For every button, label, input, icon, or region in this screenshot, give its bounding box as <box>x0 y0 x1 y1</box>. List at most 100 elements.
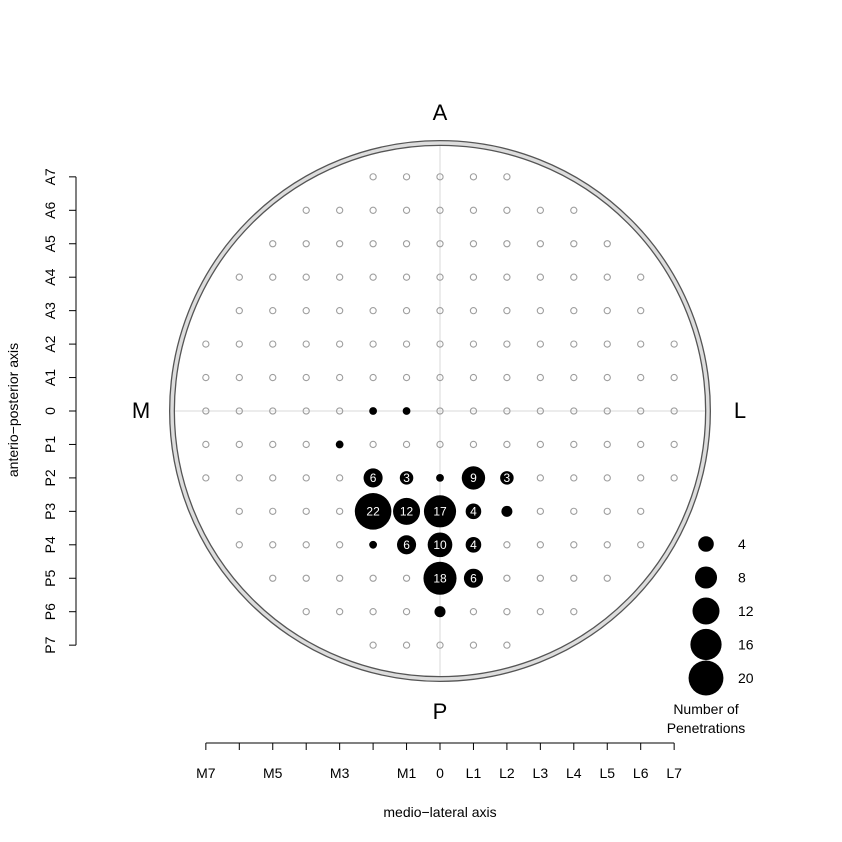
empty-site-marker <box>269 240 277 248</box>
penetration-marker <box>423 561 457 595</box>
empty-site-marker <box>302 373 310 382</box>
empty-site-marker <box>302 407 310 415</box>
empty-site-marker <box>335 206 344 214</box>
empty-site-marker <box>436 306 444 315</box>
empty-site-marker <box>335 240 344 248</box>
direction-label-right: L <box>734 398 746 423</box>
empty-site-marker <box>335 340 344 348</box>
empty-site-marker <box>235 373 243 382</box>
penetration-marker <box>500 471 514 485</box>
empty-site-marker <box>202 407 210 415</box>
penetration-marker <box>369 407 377 415</box>
empty-site-marker <box>603 541 611 549</box>
empty-site-marker <box>503 373 511 382</box>
x-axis-title: medio−lateral axis <box>383 804 496 820</box>
legend-entry-label: 12 <box>738 603 754 619</box>
empty-site-marker <box>670 474 678 482</box>
penetration-marker <box>335 440 344 449</box>
empty-site-marker <box>503 340 511 348</box>
empty-site-marker <box>536 206 544 214</box>
empty-site-marker <box>202 340 210 348</box>
empty-site-marker <box>536 541 544 549</box>
empty-site-marker <box>269 273 277 281</box>
empty-site-marker <box>603 340 611 348</box>
y-tick-label: P5 <box>42 569 58 586</box>
empty-site-marker <box>302 240 310 248</box>
empty-site-marker <box>469 641 478 649</box>
legend-entry-label: 16 <box>738 637 754 653</box>
x-tick-label: L6 <box>633 765 649 781</box>
legend-entries: 4 8 12 16 20 <box>688 536 754 696</box>
y-tick-label: P7 <box>42 636 58 653</box>
empty-site-marker <box>570 507 578 515</box>
empty-site-marker <box>402 440 411 449</box>
empty-site-marker <box>235 541 243 549</box>
empty-site-marker <box>436 641 444 649</box>
empty-site-marker <box>302 340 310 348</box>
empty-site-marker <box>302 507 310 515</box>
empty-site-marker <box>469 306 478 315</box>
empty-site-marker <box>670 407 678 415</box>
penetration-count-label: 9 <box>470 471 477 485</box>
empty-site-marker <box>570 240 578 248</box>
empty-site-marker <box>570 306 578 315</box>
empty-site-marker <box>536 608 544 616</box>
x-tick-label: M1 <box>397 765 417 781</box>
empty-site-marker <box>335 541 344 549</box>
empty-site-marker <box>335 574 344 582</box>
empty-site-marker <box>302 306 310 315</box>
empty-site-marker <box>503 240 511 248</box>
penetration-count-label: 6 <box>370 471 377 485</box>
recording-chamber-ring <box>169 140 711 682</box>
y-tick-label: A3 <box>42 302 58 319</box>
legend-marker <box>694 566 718 589</box>
penetration-marker <box>427 532 453 558</box>
empty-site-marker <box>503 574 511 582</box>
penetration-marker <box>463 568 484 588</box>
empty-site-marker <box>302 273 310 281</box>
penetration-markers: 6 3 9 3 22 12 17 4 6 10 4 18 6 <box>335 407 514 618</box>
empty-site-marker <box>570 373 578 382</box>
x-axis: M7 M5 M3 M1 0 L1 L2 L3 L4 L5 L6 L7 <box>196 742 682 781</box>
x-tick-label: 0 <box>436 765 444 781</box>
empty-site-marker <box>235 306 243 315</box>
empty-site-marker <box>603 440 611 449</box>
y-tick-label: P4 <box>42 536 58 553</box>
empty-site-marker <box>503 173 511 181</box>
empty-site-marker <box>469 206 478 214</box>
x-tick-label: L1 <box>466 765 482 781</box>
y-axis: A7 A6 A5 A4 A3 A2 A1 0 P1 P2 P3 P4 P5 P6 P7 <box>42 168 77 654</box>
legend-marker <box>698 536 714 552</box>
empty-site-marker <box>603 373 611 382</box>
empty-site-marker <box>536 507 544 515</box>
empty-site-marker <box>269 407 277 415</box>
empty-site-markers <box>202 173 678 649</box>
penetration-marker <box>393 497 421 525</box>
legend-entry-label: 20 <box>738 670 754 686</box>
empty-site-marker <box>402 206 411 214</box>
legend: 4 8 12 16 20 Number of Penetrations <box>667 536 754 736</box>
empty-site-marker <box>436 407 444 415</box>
empty-site-marker <box>402 373 411 382</box>
empty-site-marker <box>637 440 645 449</box>
empty-site-marker <box>503 407 511 415</box>
empty-site-marker <box>603 574 611 582</box>
empty-site-marker <box>202 373 210 382</box>
y-tick-label: A5 <box>42 235 58 252</box>
empty-site-marker <box>235 407 243 415</box>
x-tick-label: M7 <box>196 765 216 781</box>
empty-site-marker <box>503 206 511 214</box>
empty-site-marker <box>369 373 377 382</box>
y-tick-label: 0 <box>42 407 58 415</box>
y-tick-label: A1 <box>42 369 58 386</box>
empty-site-marker <box>369 206 377 214</box>
direction-label-top: A <box>433 100 448 125</box>
chamber-ring-inner <box>170 141 710 681</box>
empty-site-marker <box>269 507 277 515</box>
empty-site-marker <box>269 306 277 315</box>
penetration-count-label: 4 <box>470 538 477 552</box>
empty-site-marker <box>536 574 544 582</box>
empty-site-marker <box>570 474 578 482</box>
penetration-count-label: 6 <box>403 538 410 552</box>
penetration-count-label: 6 <box>470 572 477 586</box>
